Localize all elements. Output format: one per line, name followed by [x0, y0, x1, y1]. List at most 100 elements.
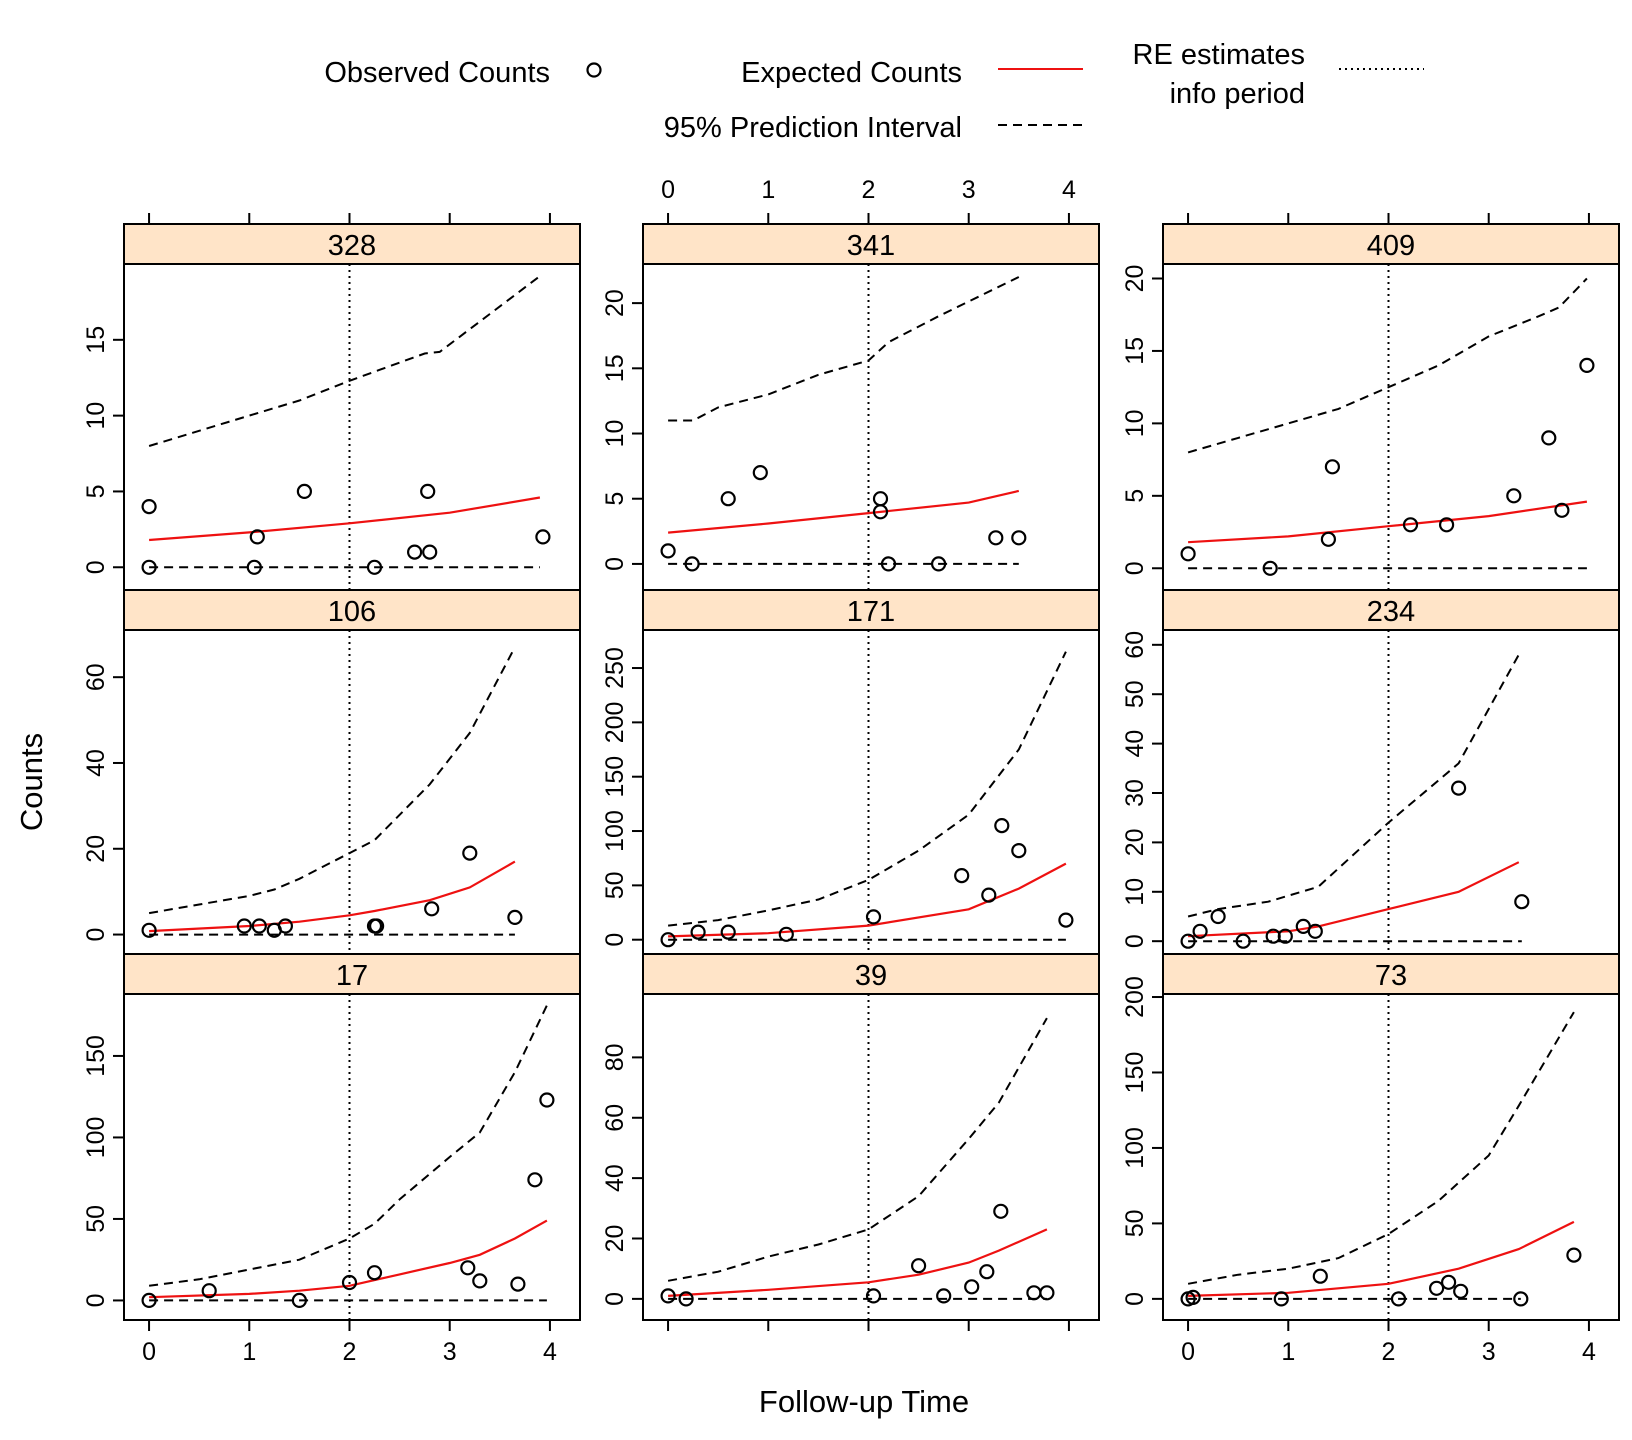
observed-point-234-7 [1307, 923, 1323, 939]
y-tick-label-73-0: 0 [1121, 1292, 1149, 1306]
y-tick-label-73-150: 150 [1121, 1052, 1149, 1094]
observed-point-106-8 [462, 845, 478, 861]
expected-line-39 [668, 1228, 1048, 1297]
legend-observed-label: Observed Counts [324, 57, 550, 89]
observed-point-171-2 [720, 924, 736, 940]
observed-point-409-6 [1506, 488, 1522, 504]
observed-point-234-3 [1235, 933, 1251, 949]
y-tick-label-171-150: 150 [601, 756, 629, 798]
x-bottom-tick-label-17-0: 0 [142, 1338, 156, 1366]
y-tick-label-171-100: 100 [601, 810, 629, 852]
legend-re-label-line2: info period [1170, 78, 1305, 110]
observed-point-39-1 [678, 1291, 694, 1307]
strip-409 [1162, 223, 1620, 265]
y-tick-label-39-60: 60 [601, 1104, 629, 1132]
observed-point-328-2 [249, 529, 265, 545]
observed-point-39-6 [979, 1264, 995, 1280]
observed-point-73-9 [1566, 1247, 1582, 1263]
y-tick-label-106-40: 40 [82, 749, 110, 777]
observed-point-73-4 [1390, 1291, 1407, 1307]
observed-point-39-0 [660, 1288, 676, 1304]
y-tick-label-106-60: 60 [82, 663, 110, 691]
observed-point-234-2 [1210, 908, 1226, 925]
x-bottom-tick-label-17-2: 2 [343, 1338, 357, 1366]
expected-line-106 [149, 860, 516, 933]
observed-point-17-3 [341, 1274, 358, 1291]
y-tick-label-409-5: 5 [1121, 489, 1149, 503]
y-tick-label-328-15: 15 [82, 326, 110, 354]
x-bottom-tick-label-17-3: 3 [443, 1338, 457, 1366]
observed-point-17-9 [539, 1092, 555, 1108]
observed-point-409-4 [1402, 517, 1419, 533]
observed-point-234-0 [1180, 933, 1196, 949]
panel-341: 341 0 5 10 15 20 0 1 2 3 4 [601, 176, 1100, 591]
y-tick-label-234-30: 30 [1121, 779, 1149, 807]
strip-label-106: 106 [328, 596, 376, 628]
observed-point-171-6 [981, 887, 997, 903]
x-bottom-tick-label-73-3: 3 [1482, 1338, 1496, 1366]
y-tick-label-341-5: 5 [601, 492, 629, 506]
strip-label-341: 341 [847, 230, 895, 262]
panel-39: 39 0 20 40 60 80 [601, 953, 1100, 1331]
observed-point-341-2 [720, 491, 736, 507]
y-tick-label-171-200: 200 [601, 702, 629, 744]
x-top-tick-label-341-2: 2 [862, 176, 876, 204]
observed-point-171-1 [690, 924, 706, 940]
observed-point-73-2 [1273, 1291, 1289, 1307]
observed-point-341-7 [930, 556, 947, 572]
panel-17: 17 0 50 100 150 0 1 2 3 4 [82, 953, 581, 1366]
observed-point-106-1 [236, 918, 252, 934]
strip-234 [1162, 589, 1620, 631]
strip-39 [642, 953, 1100, 995]
observed-point-39-3 [910, 1258, 927, 1274]
observed-point-17-4 [366, 1265, 383, 1281]
strip-17 [123, 953, 581, 995]
observed-point-106-7 [424, 901, 440, 917]
y-tick-label-73-100: 100 [1121, 1127, 1149, 1169]
observed-point-106-6 [369, 918, 385, 934]
x-bottom-tick-label-73-2: 2 [1382, 1338, 1396, 1366]
observed-point-234-5 [1277, 928, 1293, 944]
legend-observed-symbol [586, 62, 602, 78]
strip-label-171: 171 [847, 596, 895, 628]
observed-point-341-3 [752, 465, 768, 481]
observed-point-106-0 [141, 922, 157, 938]
expected-line-328 [149, 496, 541, 542]
observed-point-409-7 [1541, 430, 1557, 446]
y-tick-label-234-60: 60 [1121, 631, 1149, 659]
observed-point-234-8 [1450, 780, 1467, 796]
strip-label-39: 39 [855, 960, 887, 992]
strip-label-17: 17 [336, 960, 368, 992]
y-tick-label-341-0: 0 [601, 557, 629, 571]
x-bottom-tick-label-73-0: 0 [1181, 1338, 1195, 1366]
observed-point-73-6 [1440, 1274, 1457, 1290]
y-tick-label-341-10: 10 [601, 420, 629, 448]
panel-border-73 [1162, 993, 1620, 1321]
strip-341 [642, 223, 1100, 265]
upper-interval-line-409 [1187, 277, 1588, 454]
panel-border-39 [642, 993, 1100, 1321]
observed-point-106-4 [277, 918, 293, 934]
observed-point-171-3 [778, 926, 794, 942]
panel-border-17 [123, 993, 581, 1321]
x-top-tick-label-341-3: 3 [962, 176, 976, 204]
legend-re-label-line1: RE estimates [1133, 39, 1305, 71]
upper-interval-line-39 [667, 1017, 1048, 1282]
expected-line-171 [668, 862, 1067, 938]
upper-interval-line-17 [148, 1004, 548, 1287]
observed-point-341-8 [988, 530, 1004, 546]
observed-point-17-0 [141, 1292, 157, 1309]
panel-171: 171 0 50 100 150 200 250 [601, 589, 1100, 957]
observed-point-328-5 [366, 559, 383, 575]
upper-interval-line-73 [1187, 1011, 1575, 1285]
expected-line-234 [1188, 861, 1520, 938]
panel-234: 234 0 10 20 30 40 50 60 [1121, 589, 1620, 957]
panel-409: 409 0 5 10 15 20 [1121, 213, 1620, 591]
observed-point-328-1 [141, 559, 157, 575]
y-tick-label-234-20: 20 [1121, 828, 1149, 856]
legend-interval-label: 95% Prediction Interval [664, 112, 962, 144]
observed-point-171-4 [865, 909, 882, 925]
observed-point-171-5 [954, 867, 970, 884]
y-tick-label-39-0: 0 [601, 1292, 629, 1306]
